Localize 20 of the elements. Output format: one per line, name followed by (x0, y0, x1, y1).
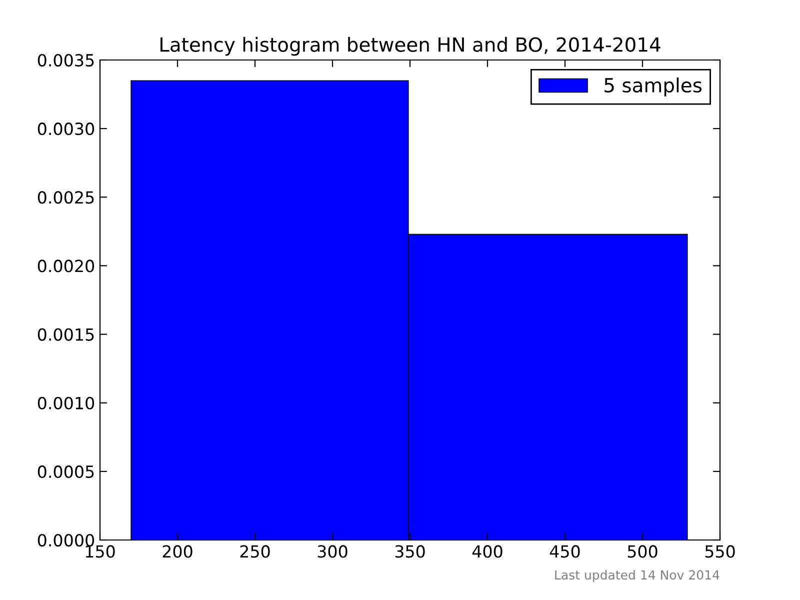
y-tick-label: 0.0030 (38, 122, 94, 136)
x-tick-label: 200 (162, 545, 192, 558)
x-tick-label: 400 (472, 545, 502, 558)
x-tick-label: 350 (395, 545, 425, 558)
x-tick-label: 150 (86, 545, 115, 558)
legend-label: 5 samples (604, 78, 702, 96)
y-tick-label: 0.0000 (38, 534, 94, 547)
chart-title: Latency histogram between HN and BO, 2014-2014 (160, 36, 660, 56)
y-tick-label: 0.0005 (38, 465, 94, 478)
x-tick-label: 550 (705, 545, 735, 558)
x-tick-label: 500 (628, 545, 658, 558)
y-tick-label: 0.0020 (38, 260, 94, 272)
y-tick-label: 0.0010 (38, 396, 94, 410)
y-tick-label: 0.0015 (38, 328, 94, 341)
y-tick-label: 0.0035 (38, 54, 94, 67)
y-tick-label: 0.0025 (38, 191, 94, 204)
x-tick-label: 300 (318, 545, 348, 558)
x-tick-label: 250 (240, 545, 270, 558)
text: Last updated 14 Nov 2014 (555, 570, 720, 582)
x-tick-label: 450 (550, 545, 580, 558)
